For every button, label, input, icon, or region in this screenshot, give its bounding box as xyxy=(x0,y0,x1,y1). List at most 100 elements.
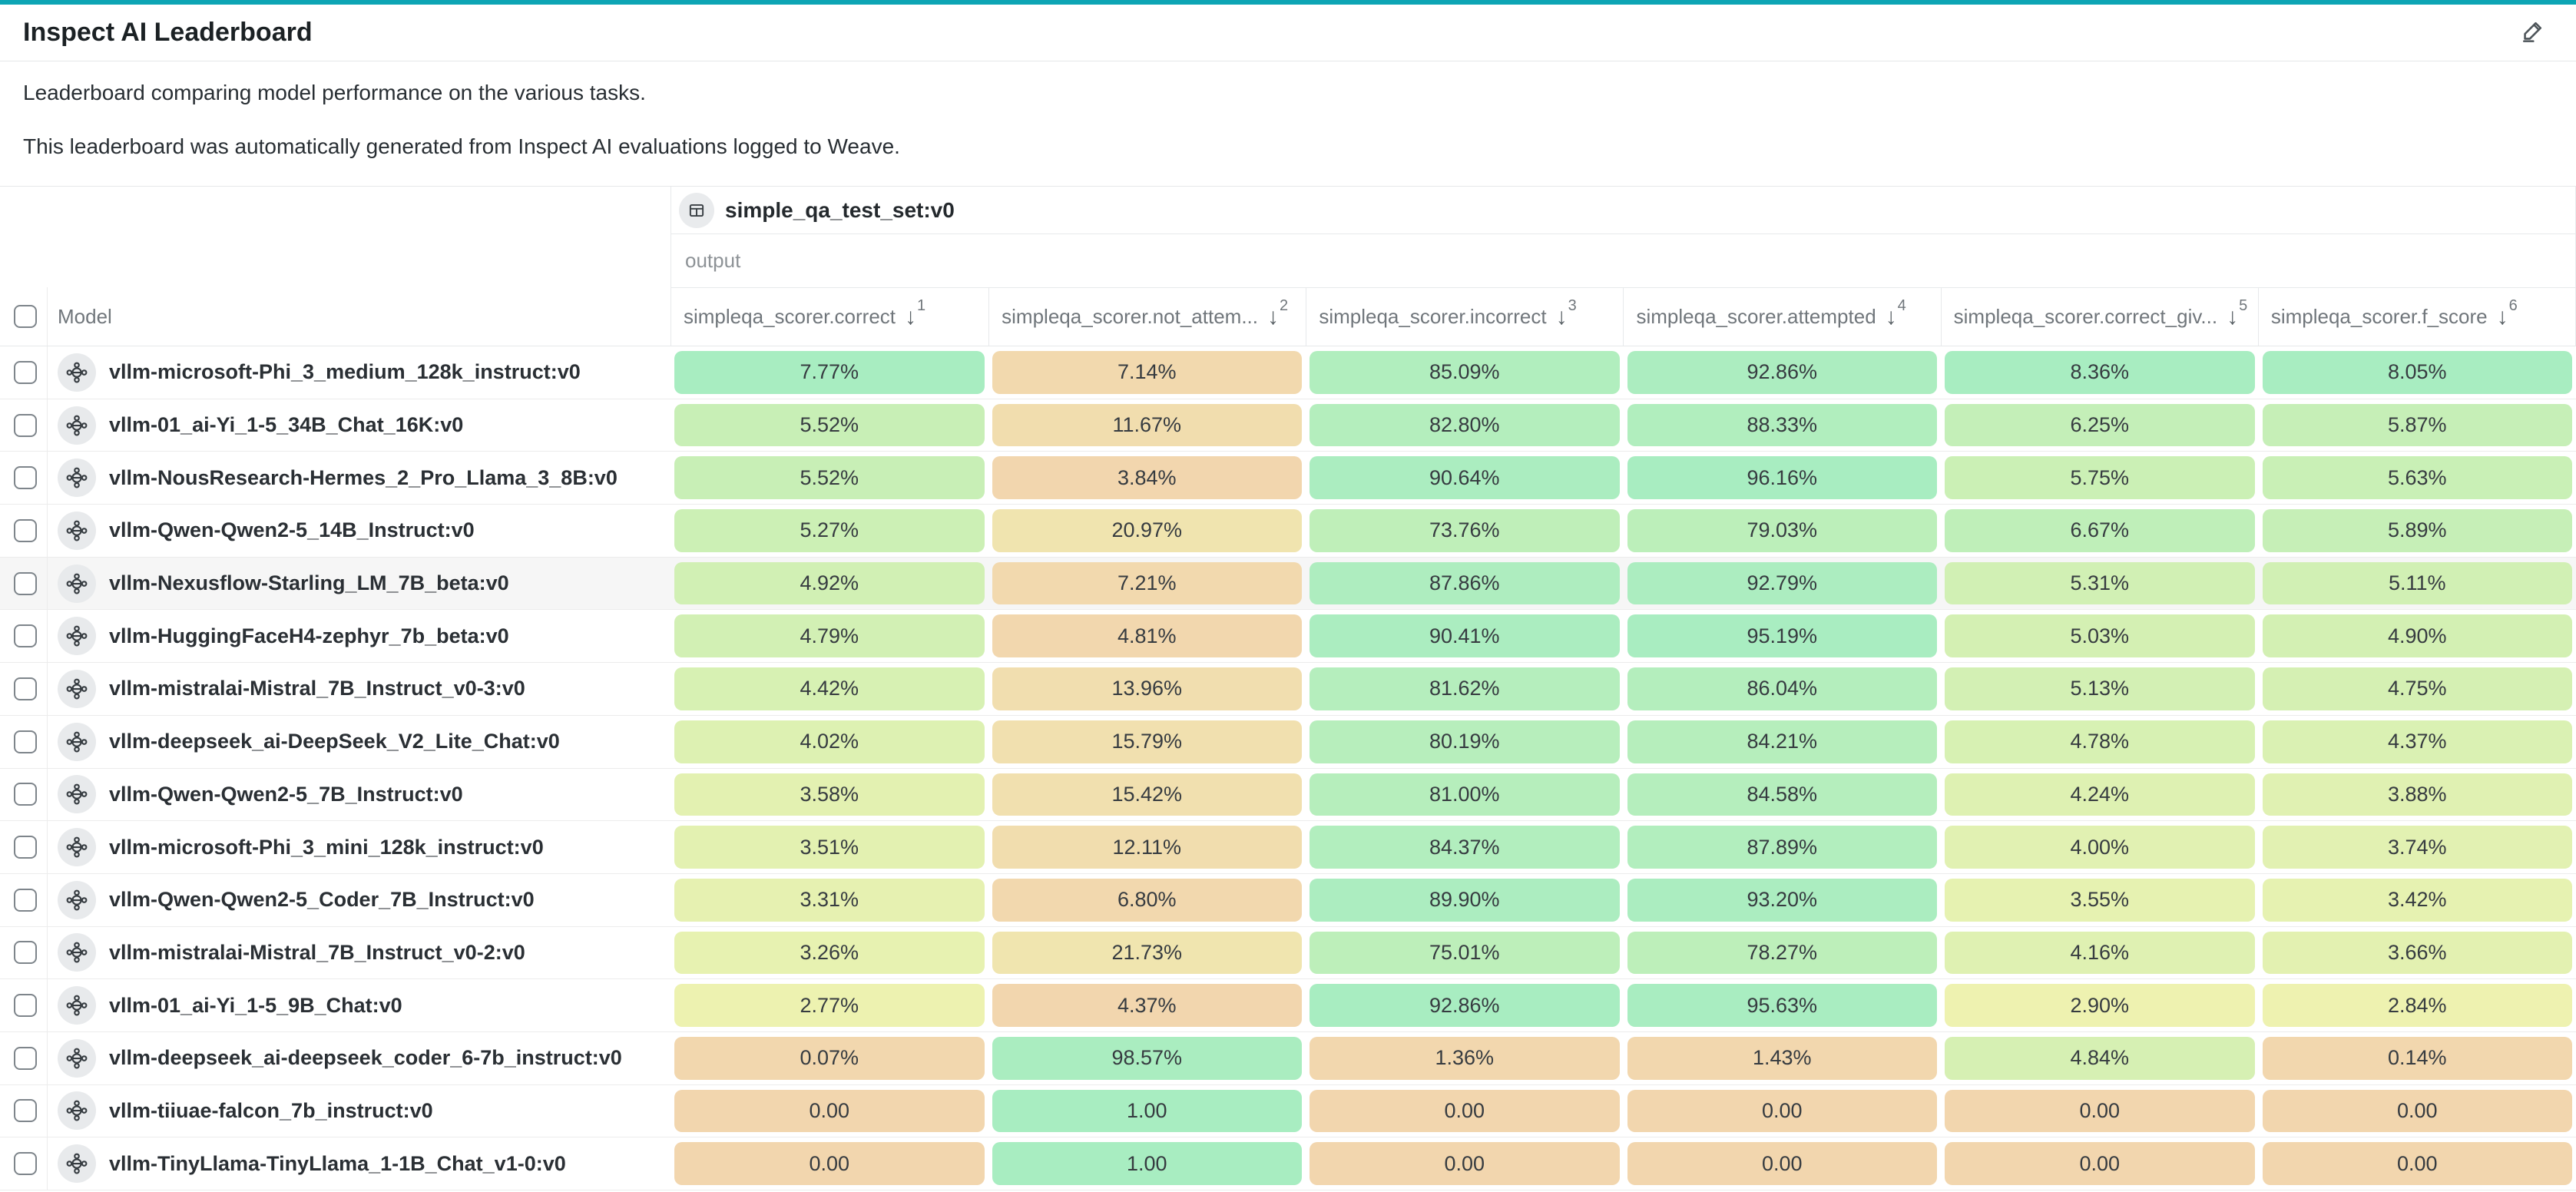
row-checkbox[interactable] xyxy=(14,360,37,384)
column-header[interactable]: simpleqa_scorer.attempted ↓ 4 xyxy=(1623,288,1940,346)
row-checkbox[interactable] xyxy=(14,1046,37,1070)
score-cell[interactable]: 92.79% xyxy=(1624,558,1942,610)
table-row[interactable]: vllm-microsoft-Phi_3_medium_128k_instruc… xyxy=(0,346,2576,399)
row-checkbox[interactable] xyxy=(14,941,37,965)
score-cell[interactable]: 0.00 xyxy=(2259,1137,2576,1190)
score-cell[interactable]: 86.04% xyxy=(1624,663,1942,715)
model-cell[interactable]: vllm-Qwen-Qwen2-5_Coder_7B_Instruct:v0 xyxy=(48,874,670,926)
score-cell[interactable]: 5.11% xyxy=(2259,558,2576,610)
score-cell[interactable]: 2.77% xyxy=(670,979,988,1031)
table-row[interactable]: vllm-tiiuae-falcon_7b_instruct:v0 0.00 1.0… xyxy=(0,1084,2576,1138)
score-cell[interactable]: 80.19% xyxy=(1306,716,1624,768)
score-cell[interactable]: 5.52% xyxy=(670,452,988,504)
score-cell[interactable]: 92.86% xyxy=(1624,346,1942,399)
model-cell[interactable]: vllm-NousResearch-Hermes_2_Pro_Llama_3_8… xyxy=(48,452,670,504)
score-cell[interactable]: 89.90% xyxy=(1306,874,1624,926)
score-cell[interactable]: 5.89% xyxy=(2259,505,2576,557)
score-cell[interactable]: 2.90% xyxy=(1941,979,2259,1031)
score-cell[interactable]: 84.37% xyxy=(1306,821,1624,873)
score-cell[interactable]: 3.51% xyxy=(670,821,988,873)
score-cell[interactable]: 3.42% xyxy=(2259,874,2576,926)
score-cell[interactable]: 6.67% xyxy=(1941,505,2259,557)
dataset-group-row[interactable]: simple_qa_test_set:v0 xyxy=(671,187,2575,234)
column-header[interactable]: simpleqa_scorer.f_score ↓ 6 xyxy=(2257,288,2575,346)
score-cell[interactable]: 87.89% xyxy=(1624,821,1942,873)
score-cell[interactable]: 3.66% xyxy=(2259,927,2576,979)
table-row[interactable]: vllm-NousResearch-Hermes_2_Pro_Llama_3_8… xyxy=(0,452,2576,505)
score-cell[interactable]: 5.75% xyxy=(1941,452,2259,504)
score-cell[interactable]: 11.67% xyxy=(988,399,1306,452)
score-cell[interactable]: 4.02% xyxy=(670,716,988,768)
score-cell[interactable]: 0.00 xyxy=(670,1137,988,1190)
row-checkbox[interactable] xyxy=(14,677,37,700)
model-cell[interactable]: vllm-microsoft-Phi_3_medium_128k_instruc… xyxy=(48,346,670,399)
column-header[interactable]: simpleqa_scorer.incorrect ↓ 3 xyxy=(1306,288,1623,346)
row-checkbox[interactable] xyxy=(14,1152,37,1176)
score-cell[interactable]: 4.84% xyxy=(1941,1032,2259,1084)
score-cell[interactable]: 5.13% xyxy=(1941,663,2259,715)
score-cell[interactable]: 21.73% xyxy=(988,927,1306,979)
score-cell[interactable]: 15.79% xyxy=(988,716,1306,768)
score-cell[interactable]: 87.86% xyxy=(1306,558,1624,610)
score-cell[interactable]: 0.00 xyxy=(1306,1085,1624,1137)
score-cell[interactable]: 4.78% xyxy=(1941,716,2259,768)
score-cell[interactable]: 6.25% xyxy=(1941,399,2259,452)
table-row[interactable]: vllm-mistralai-Mistral_7B_Instruct_v0-3:… xyxy=(0,663,2576,716)
score-cell[interactable]: 7.77% xyxy=(670,346,988,399)
score-cell[interactable]: 5.63% xyxy=(2259,452,2576,504)
score-cell[interactable]: 81.00% xyxy=(1306,769,1624,821)
score-cell[interactable]: 78.27% xyxy=(1624,927,1942,979)
row-checkbox[interactable] xyxy=(14,888,37,912)
score-cell[interactable]: 4.79% xyxy=(670,610,988,662)
table-row[interactable]: vllm-microsoft-Phi_3_mini_128k_instruct:… xyxy=(0,821,2576,874)
table-row[interactable]: vllm-deepseek_ai-DeepSeek_V2_Lite_Chat:v… xyxy=(0,715,2576,769)
score-cell[interactable]: 0.07% xyxy=(670,1032,988,1084)
score-cell[interactable]: 13.96% xyxy=(988,663,1306,715)
score-cell[interactable]: 75.01% xyxy=(1306,927,1624,979)
score-cell[interactable]: 88.33% xyxy=(1624,399,1942,452)
score-cell[interactable]: 4.37% xyxy=(988,979,1306,1031)
score-cell[interactable]: 0.00 xyxy=(670,1085,988,1137)
score-cell[interactable]: 5.87% xyxy=(2259,399,2576,452)
score-cell[interactable]: 96.16% xyxy=(1624,452,1942,504)
score-cell[interactable]: 0.00 xyxy=(1941,1137,2259,1190)
table-row[interactable]: vllm-Qwen-Qwen2-5_14B_Instruct:v0 5.27% 20… xyxy=(0,505,2576,558)
table-row[interactable]: vllm-01_ai-Yi_1-5_34B_Chat_16K:v0 5.52% 11… xyxy=(0,399,2576,452)
score-cell[interactable]: 7.21% xyxy=(988,558,1306,610)
score-cell[interactable]: 95.63% xyxy=(1624,979,1942,1031)
score-cell[interactable]: 12.11% xyxy=(988,821,1306,873)
score-cell[interactable]: 1.43% xyxy=(1624,1032,1942,1084)
table-row[interactable]: vllm-HuggingFaceH4-zephyr_7b_beta:v0 4.79… xyxy=(0,610,2576,664)
row-checkbox[interactable] xyxy=(14,413,37,437)
row-checkbox[interactable] xyxy=(14,466,37,490)
edit-button[interactable] xyxy=(2516,16,2550,50)
score-cell[interactable]: 8.05% xyxy=(2259,346,2576,399)
score-cell[interactable]: 4.16% xyxy=(1941,927,2259,979)
row-checkbox[interactable] xyxy=(14,571,37,595)
model-cell[interactable]: vllm-TinyLlama-TinyLlama_1-1B_Chat_v1-0:… xyxy=(48,1137,670,1190)
row-checkbox[interactable] xyxy=(14,783,37,806)
table-row[interactable]: vllm-Qwen-Qwen2-5_Coder_7B_Instruct:v0 3.… xyxy=(0,873,2576,927)
score-cell[interactable]: 15.42% xyxy=(988,769,1306,821)
row-checkbox[interactable] xyxy=(14,624,37,648)
score-cell[interactable]: 90.41% xyxy=(1306,610,1624,662)
score-cell[interactable]: 0.14% xyxy=(2259,1032,2576,1084)
model-cell[interactable]: vllm-tiiuae-falcon_7b_instruct:v0 xyxy=(48,1085,670,1137)
score-cell[interactable]: 0.00 xyxy=(1624,1085,1942,1137)
score-cell[interactable]: 3.31% xyxy=(670,874,988,926)
table-row[interactable]: vllm-Nexusflow-Starling_LM_7B_beta:v0 4.9… xyxy=(0,557,2576,611)
score-cell[interactable]: 84.58% xyxy=(1624,769,1942,821)
model-cell[interactable]: vllm-Qwen-Qwen2-5_7B_Instruct:v0 xyxy=(48,769,670,821)
score-cell[interactable]: 90.64% xyxy=(1306,452,1624,504)
score-cell[interactable]: 0.00 xyxy=(1941,1085,2259,1137)
model-cell[interactable]: vllm-deepseek_ai-deepseek_coder_6-7b_ins… xyxy=(48,1032,670,1084)
score-cell[interactable]: 4.75% xyxy=(2259,663,2576,715)
score-cell[interactable]: 84.21% xyxy=(1624,716,1942,768)
table-row[interactable]: vllm-deepseek_ai-deepseek_coder_6-7b_ins… xyxy=(0,1031,2576,1085)
column-header[interactable]: simpleqa_scorer.correct ↓ 1 xyxy=(671,288,988,346)
score-cell[interactable]: 95.19% xyxy=(1624,610,1942,662)
score-cell[interactable]: 3.58% xyxy=(670,769,988,821)
model-cell[interactable]: vllm-Nexusflow-Starling_LM_7B_beta:v0 xyxy=(48,558,670,610)
score-cell[interactable]: 4.42% xyxy=(670,663,988,715)
score-cell[interactable]: 1.36% xyxy=(1306,1032,1624,1084)
